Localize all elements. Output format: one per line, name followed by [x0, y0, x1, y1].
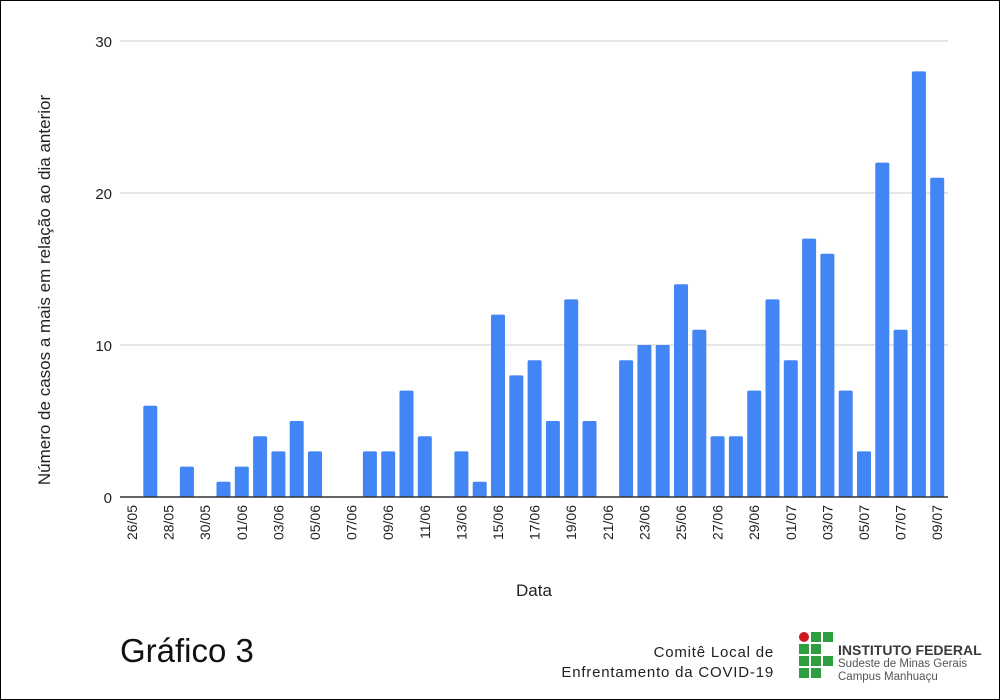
bar	[289, 421, 304, 497]
x-tick-label: 19/06	[563, 505, 579, 540]
bar	[381, 451, 396, 497]
y-tick-label: 20	[95, 186, 112, 203]
bar	[417, 436, 432, 497]
bar	[637, 345, 652, 497]
chart-caption: Gráfico 3	[120, 632, 254, 669]
x-tick-label: 29/06	[746, 505, 762, 540]
bar	[362, 451, 377, 497]
institution-name: INSTITUTO FEDERAL	[838, 642, 982, 658]
bar	[893, 329, 908, 497]
institution-text: INSTITUTO FEDERAL Sudeste de Minas Gerai…	[838, 642, 982, 684]
x-tick-label: 17/06	[527, 505, 543, 540]
bar	[710, 436, 725, 497]
bar	[692, 329, 707, 497]
logo-green-square	[811, 656, 821, 666]
x-tick-label: 03/07	[819, 505, 835, 540]
bar	[857, 451, 871, 497]
bar	[747, 390, 762, 497]
logo-green-square	[811, 632, 821, 642]
bar	[308, 451, 322, 497]
x-tick-label: 11/06	[417, 505, 433, 539]
institution-region: Sudeste de Minas Gerais	[838, 658, 968, 670]
x-tick-label: 01/07	[783, 505, 799, 540]
logo-green-square	[799, 668, 809, 678]
bar	[838, 390, 853, 497]
x-axis-title: Data	[516, 581, 552, 600]
y-axis-title: Número de casos a mais em relação ao dia…	[35, 95, 54, 486]
logo-green-square	[799, 656, 809, 666]
bar	[472, 481, 487, 497]
logo-green-square	[823, 632, 833, 642]
x-tick-label: 21/06	[600, 505, 616, 540]
x-tick-label: 09/07	[929, 505, 945, 540]
bar	[930, 177, 945, 498]
bar	[728, 436, 743, 497]
logo-green-square	[823, 656, 833, 666]
bar	[527, 360, 542, 497]
bar	[545, 421, 560, 497]
bar	[655, 345, 670, 497]
logo-green-square	[811, 644, 821, 654]
x-tick-label: 25/06	[673, 505, 689, 540]
bar	[234, 466, 249, 497]
bar	[454, 451, 469, 497]
x-tick-label: 13/06	[453, 505, 469, 540]
bar	[619, 360, 634, 497]
bar	[399, 390, 414, 497]
x-tick-label: 05/07	[856, 505, 872, 540]
bar	[582, 421, 597, 497]
bar	[820, 253, 835, 497]
bar	[216, 481, 231, 497]
y-tick-label: 10	[95, 338, 112, 355]
committee-label: Comitê Local de Enfrentamento da COVID-1…	[561, 643, 774, 683]
x-tick-label: 15/06	[490, 505, 506, 540]
x-tick-label: 07/07	[893, 505, 909, 540]
logo-red-circle	[799, 632, 809, 642]
bar	[765, 299, 780, 497]
bar	[491, 314, 505, 497]
bar	[564, 299, 579, 497]
institution-logo	[799, 632, 833, 678]
bar	[271, 451, 286, 497]
x-tick-label: 27/06	[710, 505, 726, 540]
logo-green-square	[799, 644, 809, 654]
bar	[674, 284, 688, 497]
bar	[911, 71, 926, 498]
bar	[253, 436, 268, 497]
x-tick-label: 05/06	[307, 505, 323, 540]
bar	[143, 405, 158, 497]
y-tick-label: 0	[104, 490, 112, 507]
institution-campus: Campus Manhuaçu	[838, 671, 938, 683]
bar	[179, 466, 194, 497]
x-tick-label: 09/06	[380, 505, 396, 540]
x-tick-label: 28/05	[161, 505, 177, 540]
logo-green-square	[811, 668, 821, 678]
x-tick-label: 01/06	[234, 505, 250, 540]
x-tick-label: 23/06	[636, 505, 652, 540]
committee-line1: Comitê Local de	[653, 644, 774, 661]
x-tick-label: 30/05	[197, 505, 213, 540]
committee-line2: Enfrentamento da COVID-19	[561, 664, 774, 681]
x-tick-label: 07/06	[344, 505, 360, 540]
bar	[802, 238, 817, 497]
bar	[509, 375, 524, 497]
bar	[783, 360, 798, 497]
y-tick-label: 30	[95, 34, 112, 51]
x-tick-label: 03/06	[270, 505, 286, 540]
x-tick-label: 26/05	[124, 505, 140, 540]
bar	[875, 162, 890, 497]
